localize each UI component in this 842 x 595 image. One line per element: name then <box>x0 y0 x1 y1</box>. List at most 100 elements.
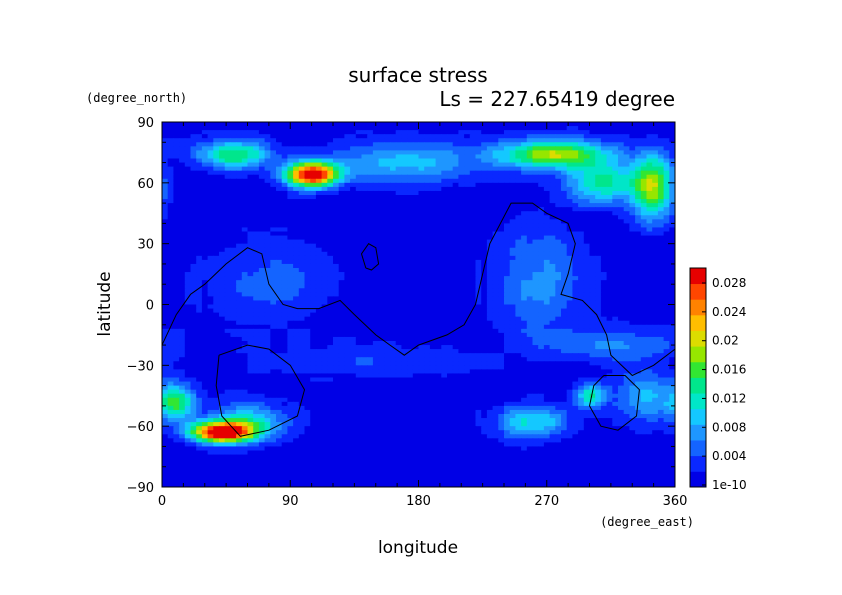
field-cell <box>652 255 659 261</box>
field-cell <box>247 235 254 241</box>
field-cell <box>219 341 226 346</box>
field-cell <box>367 122 374 127</box>
field-cell <box>543 142 551 147</box>
field-cell <box>418 215 425 220</box>
field-cell <box>247 239 254 245</box>
field-cell <box>606 195 613 200</box>
field-cell <box>475 300 482 306</box>
field-cell <box>652 243 659 249</box>
field-cell <box>327 170 334 176</box>
field-cell <box>657 227 665 233</box>
field-cell <box>424 263 431 269</box>
field-cell <box>549 312 556 318</box>
field-cell <box>224 280 231 285</box>
field-cell <box>509 272 516 277</box>
field-cell <box>657 199 665 204</box>
field-cell <box>543 138 551 143</box>
field-cell <box>635 235 642 241</box>
field-cell <box>350 332 357 338</box>
field-cell <box>606 312 613 318</box>
field-cell <box>521 207 528 212</box>
field-cell <box>640 259 648 265</box>
field-cell <box>492 219 499 224</box>
field-cell <box>532 312 539 318</box>
field-cell <box>612 154 619 160</box>
field-cell <box>652 247 659 253</box>
field-cell <box>407 190 414 196</box>
field-cell <box>390 154 397 160</box>
field-cell <box>230 166 237 172</box>
field-cell <box>315 304 323 310</box>
field-cell <box>600 280 608 285</box>
field-cell <box>657 219 665 224</box>
field-cell <box>572 255 579 261</box>
field-cell <box>190 158 197 164</box>
field-cell <box>600 300 608 306</box>
field-cell <box>310 227 317 233</box>
field-cell <box>333 332 340 338</box>
field-cell <box>179 130 186 135</box>
field-cell <box>219 272 226 277</box>
field-cell <box>344 272 351 277</box>
field-cell <box>333 211 340 216</box>
field-cell <box>390 231 397 237</box>
field-cell <box>378 268 385 273</box>
field-cell <box>418 186 425 192</box>
field-cell <box>640 312 648 318</box>
field-cell <box>441 207 448 212</box>
field-cell <box>350 199 357 204</box>
field-cell <box>441 126 448 131</box>
field-cell <box>350 247 357 253</box>
field-cell <box>219 345 226 350</box>
field-cell <box>384 215 391 220</box>
field-cell <box>401 219 408 224</box>
field-cell <box>184 166 192 172</box>
field-cell <box>669 207 675 212</box>
field-cell <box>629 255 636 261</box>
field-cell <box>190 312 197 318</box>
field-cell <box>635 190 642 196</box>
field-cell <box>612 280 619 285</box>
field-cell <box>190 345 197 350</box>
field-cell <box>247 268 254 273</box>
field-cell <box>441 166 448 172</box>
field-cell <box>669 182 675 188</box>
field-cell <box>486 304 494 310</box>
field-cell <box>207 186 214 192</box>
field-cell <box>224 336 231 342</box>
field-cell <box>384 272 391 277</box>
field-cell <box>224 207 231 212</box>
field-cell <box>583 288 591 293</box>
field-cell <box>338 207 345 212</box>
field-cell <box>657 231 665 237</box>
field-cell <box>578 223 585 229</box>
field-cell <box>464 284 471 289</box>
field-cell <box>555 195 562 200</box>
field-cell <box>652 174 659 180</box>
field-cell <box>327 134 334 139</box>
field-cell <box>219 332 226 338</box>
field-cell <box>293 292 300 297</box>
field-cell <box>589 215 596 220</box>
field-cell <box>521 268 528 273</box>
field-cell <box>652 259 659 265</box>
field-cell <box>657 272 665 277</box>
field-cell <box>315 288 323 293</box>
field-cell <box>372 211 380 216</box>
field-cell <box>201 292 209 297</box>
field-cell <box>623 328 630 334</box>
field-cell <box>669 328 675 334</box>
field-cell <box>201 247 209 253</box>
field-cell <box>578 259 585 265</box>
field-cell <box>429 190 437 196</box>
field-cell <box>606 284 613 289</box>
field-cell <box>378 284 385 289</box>
field-cell <box>589 272 596 277</box>
field-cell <box>515 158 522 164</box>
field-cell <box>264 332 271 338</box>
field-cell <box>196 345 203 350</box>
field-cell <box>538 219 545 224</box>
field-cell <box>452 219 459 224</box>
field-cell <box>390 207 397 212</box>
field-cell <box>270 219 277 224</box>
